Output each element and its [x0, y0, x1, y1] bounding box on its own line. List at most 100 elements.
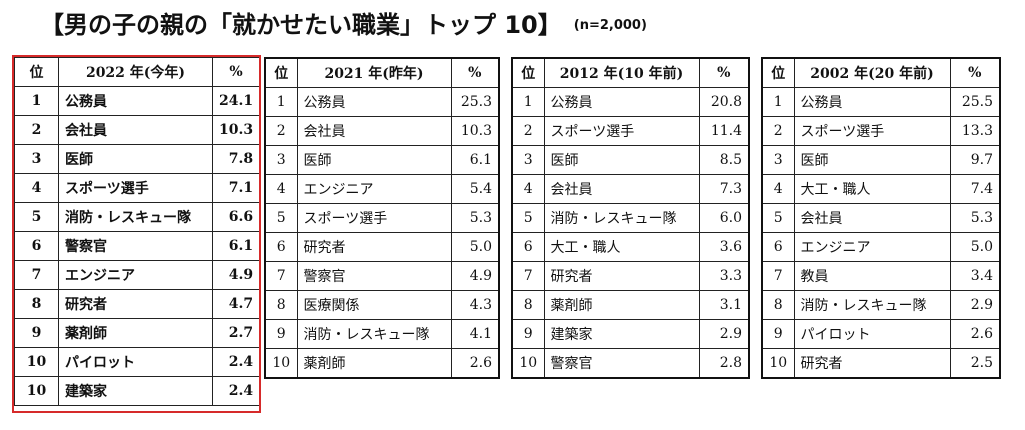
job-cell: 警察官	[58, 231, 213, 261]
percent-cell: 25.3	[450, 87, 500, 117]
table-row: 8 医療関係 4.3	[264, 290, 500, 320]
rank-cell: 9	[761, 319, 795, 349]
header-row: 位 2022 年(今年) %	[14, 57, 261, 87]
percent-cell: 9.7	[949, 145, 1001, 175]
job-cell: スポーツ選手	[793, 116, 951, 146]
rank-cell: 3	[511, 145, 545, 175]
percent-cell: 6.0	[698, 203, 750, 233]
table-row: 5 消防・レスキュー隊 6.0	[511, 203, 750, 233]
sample-size: (n=2,000)	[573, 18, 647, 33]
rank-cell: 7	[761, 261, 795, 291]
job-cell: 消防・レスキュー隊	[793, 290, 951, 320]
table-2002: 位 2002 年(20 年前) % 1 公務員 25.5 2 スポーツ選手 13.3 3 医師…	[761, 57, 1001, 379]
table-row: 5 スポーツ選手 5.3	[264, 203, 500, 233]
percent-cell: 3.3	[698, 261, 750, 291]
rank-cell: 10	[14, 347, 59, 377]
rank-cell: 6	[761, 232, 795, 262]
job-cell: パイロット	[793, 319, 951, 349]
rank-cell: 10	[761, 348, 795, 379]
header-rank: 位	[14, 57, 59, 87]
table-row: 1 公務員 20.8	[511, 87, 750, 117]
table-row: 5 会社員 5.3	[761, 203, 1001, 233]
job-cell: 医師	[543, 145, 700, 175]
job-cell: 公務員	[296, 87, 452, 117]
table-row: 3 医師 9.7	[761, 145, 1001, 175]
table-row: 3 医師 6.1	[264, 145, 500, 175]
rank-cell: 8	[511, 290, 545, 320]
job-cell: 薬剤師	[296, 348, 452, 379]
rank-cell: 5	[761, 203, 795, 233]
job-cell: 医師	[793, 145, 951, 175]
percent-cell: 4.9	[211, 260, 261, 290]
percent-cell: 5.0	[949, 232, 1001, 262]
rank-cell: 4	[761, 174, 795, 204]
percent-cell: 7.4	[949, 174, 1001, 204]
job-cell: 公務員	[543, 87, 700, 117]
job-cell: 消防・レスキュー隊	[58, 202, 213, 232]
table-row: 10 建築家 2.4	[14, 376, 261, 406]
percent-cell: 20.8	[698, 87, 750, 117]
rank-cell: 9	[264, 319, 298, 349]
job-cell: 会社員	[793, 203, 951, 233]
job-cell: 教員	[793, 261, 951, 291]
rank-cell: 8	[264, 290, 298, 320]
table-row: 1 公務員 24.1	[14, 86, 261, 116]
rank-cell: 6	[264, 232, 298, 262]
rank-cell: 1	[761, 87, 795, 117]
rank-cell: 3	[264, 145, 298, 175]
job-cell: パイロット	[58, 347, 213, 377]
percent-cell: 5.3	[949, 203, 1001, 233]
percent-cell: 7.1	[211, 173, 261, 203]
job-cell: 警察官	[296, 261, 452, 291]
table-row: 4 会社員 7.3	[511, 174, 750, 204]
table-row: 1 公務員 25.5	[761, 87, 1001, 117]
rank-cell: 7	[264, 261, 298, 291]
job-cell: 研究者	[793, 348, 951, 379]
table-row: 6 研究者 5.0	[264, 232, 500, 262]
job-cell: 大工・職人	[793, 174, 951, 204]
percent-cell: 5.4	[450, 174, 500, 204]
percent-cell: 7.8	[211, 144, 261, 174]
header-rank: 位	[761, 57, 795, 88]
rank-cell: 2	[14, 115, 59, 145]
job-cell: 会社員	[543, 174, 700, 204]
title-text: 【男の子の親の「就かせたい職業」トップ 10】	[40, 11, 562, 39]
table-row: 10 警察官 2.8	[511, 348, 750, 379]
table-row: 8 消防・レスキュー隊 2.9	[761, 290, 1001, 320]
table-row: 7 研究者 3.3	[511, 261, 750, 291]
percent-cell: 2.8	[698, 348, 750, 379]
table-row: 2 スポーツ選手 11.4	[511, 116, 750, 146]
table-row: 6 警察官 6.1	[14, 231, 261, 261]
table-row: 4 エンジニア 5.4	[264, 174, 500, 204]
table-row: 10 パイロット 2.4	[14, 347, 261, 377]
percent-cell: 6.6	[211, 202, 261, 232]
table-row: 10 研究者 2.5	[761, 348, 1001, 379]
job-cell: エンジニア	[793, 232, 951, 262]
rank-cell: 9	[14, 318, 59, 348]
header-row: 位 2021 年(昨年) %	[264, 57, 500, 88]
rank-cell: 2	[264, 116, 298, 146]
rank-cell: 7	[14, 260, 59, 290]
percent-cell: 2.5	[949, 348, 1001, 379]
job-cell: 建築家	[543, 319, 700, 349]
job-cell: 医師	[58, 144, 213, 174]
header-year: 2012 年(10 年前)	[543, 57, 700, 88]
rank-cell: 10	[511, 348, 545, 379]
table-row: 7 エンジニア 4.9	[14, 260, 261, 290]
job-cell: 薬剤師	[543, 290, 700, 320]
header-rank: 位	[511, 57, 545, 88]
percent-cell: 8.5	[698, 145, 750, 175]
percent-cell: 6.1	[450, 145, 500, 175]
job-cell: エンジニア	[296, 174, 452, 204]
percent-cell: 2.6	[949, 319, 1001, 349]
job-cell: 公務員	[793, 87, 951, 117]
percent-cell: 2.4	[211, 347, 261, 377]
job-cell: スポーツ選手	[58, 173, 213, 203]
rank-cell: 4	[511, 174, 545, 204]
percent-cell: 3.1	[698, 290, 750, 320]
table-row: 5 消防・レスキュー隊 6.6	[14, 202, 261, 232]
header-percent: %	[698, 57, 750, 88]
job-cell: 会社員	[296, 116, 452, 146]
job-cell: 会社員	[58, 115, 213, 145]
rank-cell: 1	[14, 86, 59, 116]
